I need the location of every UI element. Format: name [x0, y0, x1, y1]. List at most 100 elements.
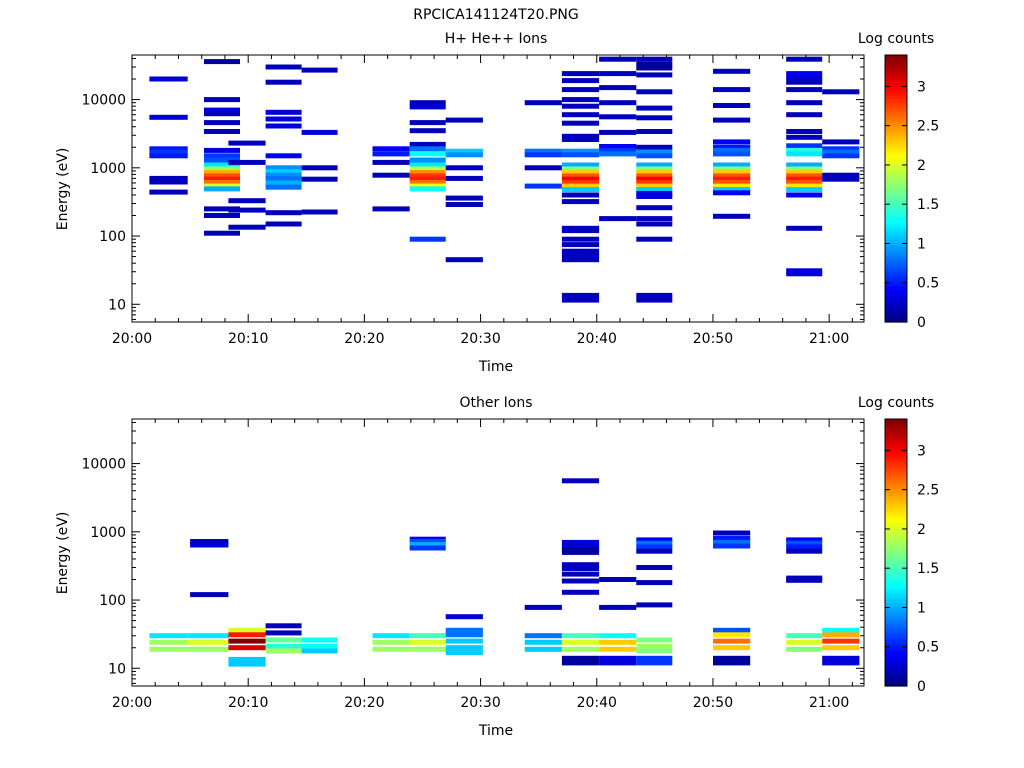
colorbar-label: Log counts: [858, 395, 934, 411]
heatmap-cell: [265, 165, 302, 171]
heatmap-cell: [372, 151, 410, 157]
colorbar-segment: [885, 609, 907, 614]
heatmap-cell: [713, 190, 751, 196]
heatmap-cell: [599, 646, 637, 652]
heatmap-cell: [822, 627, 860, 633]
colorbar-segment: [885, 509, 907, 514]
heatmap-cell: [228, 224, 266, 230]
heatmap-cell: [822, 153, 860, 159]
heatmap-cell: [301, 209, 338, 215]
heatmap-cell: [786, 225, 823, 231]
heatmap-cell: [561, 173, 600, 179]
heatmap-cell: [187, 646, 229, 652]
heatmap-cell: [409, 236, 446, 242]
colorbar-tick-label: 1.5: [917, 197, 939, 213]
x-tick-label: 20:30: [460, 695, 500, 711]
heatmap-cell: [187, 639, 229, 645]
heatmap-cell: [786, 71, 823, 77]
heatmap-cell: [561, 228, 600, 234]
colorbar-segment: [885, 669, 907, 674]
heatmap-cell: [822, 139, 860, 145]
colorbar-segment: [885, 645, 907, 650]
heatmap-cell: [524, 152, 562, 158]
colorbar-segment: [885, 135, 907, 140]
heatmap-cell: [713, 655, 751, 661]
y-tick-label: 10: [108, 297, 126, 313]
colorbar-segment: [885, 168, 907, 173]
heatmap-cell: [822, 149, 860, 155]
colorbar-segment: [885, 482, 907, 487]
heatmap-cell: [265, 648, 302, 654]
colorbar-segment: [885, 65, 907, 69]
colorbar-segment: [885, 569, 907, 574]
colorbar-segment: [885, 305, 907, 310]
colorbar-segment: [885, 315, 907, 320]
heatmap-cell: [561, 71, 600, 77]
heatmap-cell: [786, 180, 823, 185]
heatmap-cell: [636, 183, 673, 189]
heatmap-cell: [409, 146, 446, 152]
colorbar-segment: [885, 442, 907, 447]
x-tick-label: 20:10: [228, 331, 268, 347]
x-tick-label: 20:20: [344, 695, 384, 711]
colorbar-segment: [885, 78, 907, 83]
heatmap-cell: [599, 71, 637, 77]
colorbar-segment: [885, 245, 907, 250]
heatmap-cell: [265, 123, 302, 129]
heatmap-cell: [204, 230, 240, 236]
colorbar-segment: [885, 71, 907, 76]
heatmap-cell: [599, 639, 637, 645]
heatmap-cell: [204, 157, 240, 163]
heatmap-cell: [204, 186, 240, 192]
colorbar-segment: [885, 301, 907, 306]
heatmap-cell: [524, 633, 562, 639]
colorbar-segment: [885, 261, 907, 266]
colorbar-segment: [885, 632, 907, 637]
y-axis: 10 100 1000 10000: [81, 57, 864, 320]
heatmap-cell: [786, 268, 823, 274]
heatmap-cell: [190, 542, 229, 548]
x-axis-label: Time: [478, 723, 513, 739]
colorbar-tick-label: 2: [917, 522, 926, 538]
heatmap-cell: [524, 148, 562, 154]
heatmap-cell: [561, 547, 600, 552]
heatmap-cell: [561, 292, 600, 298]
heatmap-cell: [599, 604, 637, 610]
heatmap-cell: [561, 176, 600, 182]
colorbar-segment: [885, 145, 907, 150]
heatmap-cell: [372, 159, 410, 165]
plot-frame: [131, 54, 865, 323]
x-tick-label: 20:40: [577, 331, 617, 347]
heatmap-cell: [409, 639, 446, 645]
heatmap-cell: [561, 297, 600, 303]
colorbar-segment: [885, 85, 907, 89]
y-tick-label: 10000: [81, 93, 126, 109]
heatmap-cell: [599, 633, 637, 639]
heatmap-cell: [409, 157, 446, 163]
heatmap-cell: [822, 632, 860, 638]
heatmap-cell: [599, 216, 637, 222]
y-axis: 10 100 1000 10000: [81, 421, 864, 684]
heatmap-cell: [636, 176, 673, 182]
heatmap-cell: [561, 180, 600, 185]
colorbar-segment: [885, 485, 907, 490]
heatmap-cell: [561, 242, 600, 248]
heatmap-cell: [636, 648, 673, 654]
colorbar-segment: [885, 549, 907, 554]
heatmap-cell: [409, 162, 446, 168]
heatmap-cell: [409, 646, 446, 652]
x-tick-label: 20:10: [228, 695, 268, 711]
colorbar-segment: [885, 228, 907, 233]
colorbar-tick-label: 0.5: [917, 640, 939, 656]
heatmap-cell: [265, 643, 302, 649]
heatmap-cell: [713, 645, 751, 651]
heatmap-cell: [561, 137, 600, 142]
heatmap-cell: [599, 660, 637, 666]
heatmap-cell: [265, 169, 302, 175]
heatmap-cell: [786, 79, 823, 85]
colorbar-segment: [885, 265, 907, 270]
heatmap-cell: [149, 179, 188, 185]
heatmap-cell: [409, 173, 446, 179]
y-axis-label: Energy (eV): [55, 148, 71, 231]
panel-title: Other Ions: [459, 395, 532, 411]
